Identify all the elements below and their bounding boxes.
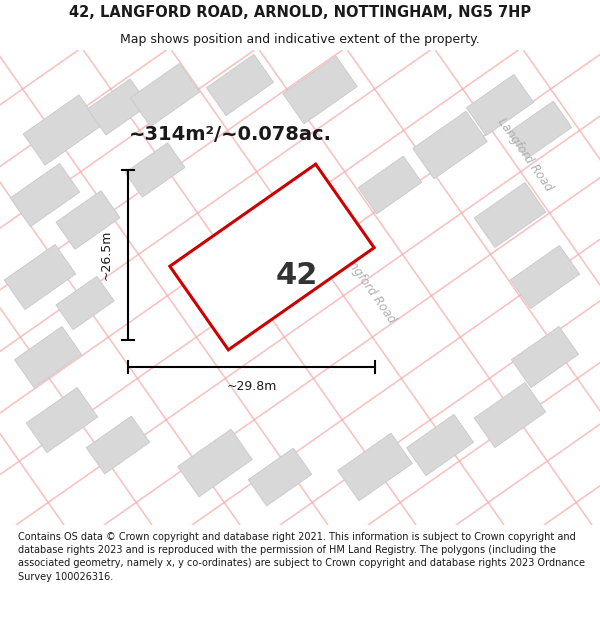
Text: ~26.5m: ~26.5m: [100, 230, 113, 280]
Polygon shape: [125, 142, 185, 198]
Polygon shape: [56, 276, 114, 329]
Polygon shape: [283, 56, 357, 124]
Text: ~314m²/~0.078ac.: ~314m²/~0.078ac.: [128, 126, 331, 144]
Text: Contains OS data © Crown copyright and database right 2021. This information is : Contains OS data © Crown copyright and d…: [18, 532, 585, 582]
Polygon shape: [358, 156, 422, 214]
Text: Langford Road: Langford Road: [338, 248, 398, 326]
Polygon shape: [206, 54, 274, 116]
Polygon shape: [88, 79, 148, 135]
Text: 42, LANGFORD ROAD, ARNOLD, NOTTINGHAM, NG5 7HP: 42, LANGFORD ROAD, ARNOLD, NOTTINGHAM, N…: [69, 5, 531, 20]
Polygon shape: [130, 64, 200, 126]
Text: Map shows position and indicative extent of the property.: Map shows position and indicative extent…: [120, 32, 480, 46]
Text: 42: 42: [276, 261, 318, 289]
Polygon shape: [413, 111, 487, 179]
Polygon shape: [338, 433, 412, 501]
Polygon shape: [474, 182, 546, 248]
Polygon shape: [508, 101, 572, 159]
Polygon shape: [56, 191, 120, 249]
Polygon shape: [178, 429, 252, 497]
Polygon shape: [511, 326, 578, 388]
Polygon shape: [406, 414, 473, 476]
Polygon shape: [14, 326, 82, 388]
Polygon shape: [86, 416, 150, 474]
Polygon shape: [23, 95, 101, 165]
Polygon shape: [474, 382, 546, 448]
Polygon shape: [10, 164, 80, 226]
Text: ~29.8m: ~29.8m: [226, 381, 277, 394]
Polygon shape: [26, 388, 98, 452]
Polygon shape: [170, 164, 374, 350]
Polygon shape: [511, 246, 580, 309]
Polygon shape: [4, 244, 76, 309]
Polygon shape: [466, 74, 533, 136]
Text: Langford Road: Langford Road: [495, 116, 555, 194]
Polygon shape: [248, 448, 312, 506]
